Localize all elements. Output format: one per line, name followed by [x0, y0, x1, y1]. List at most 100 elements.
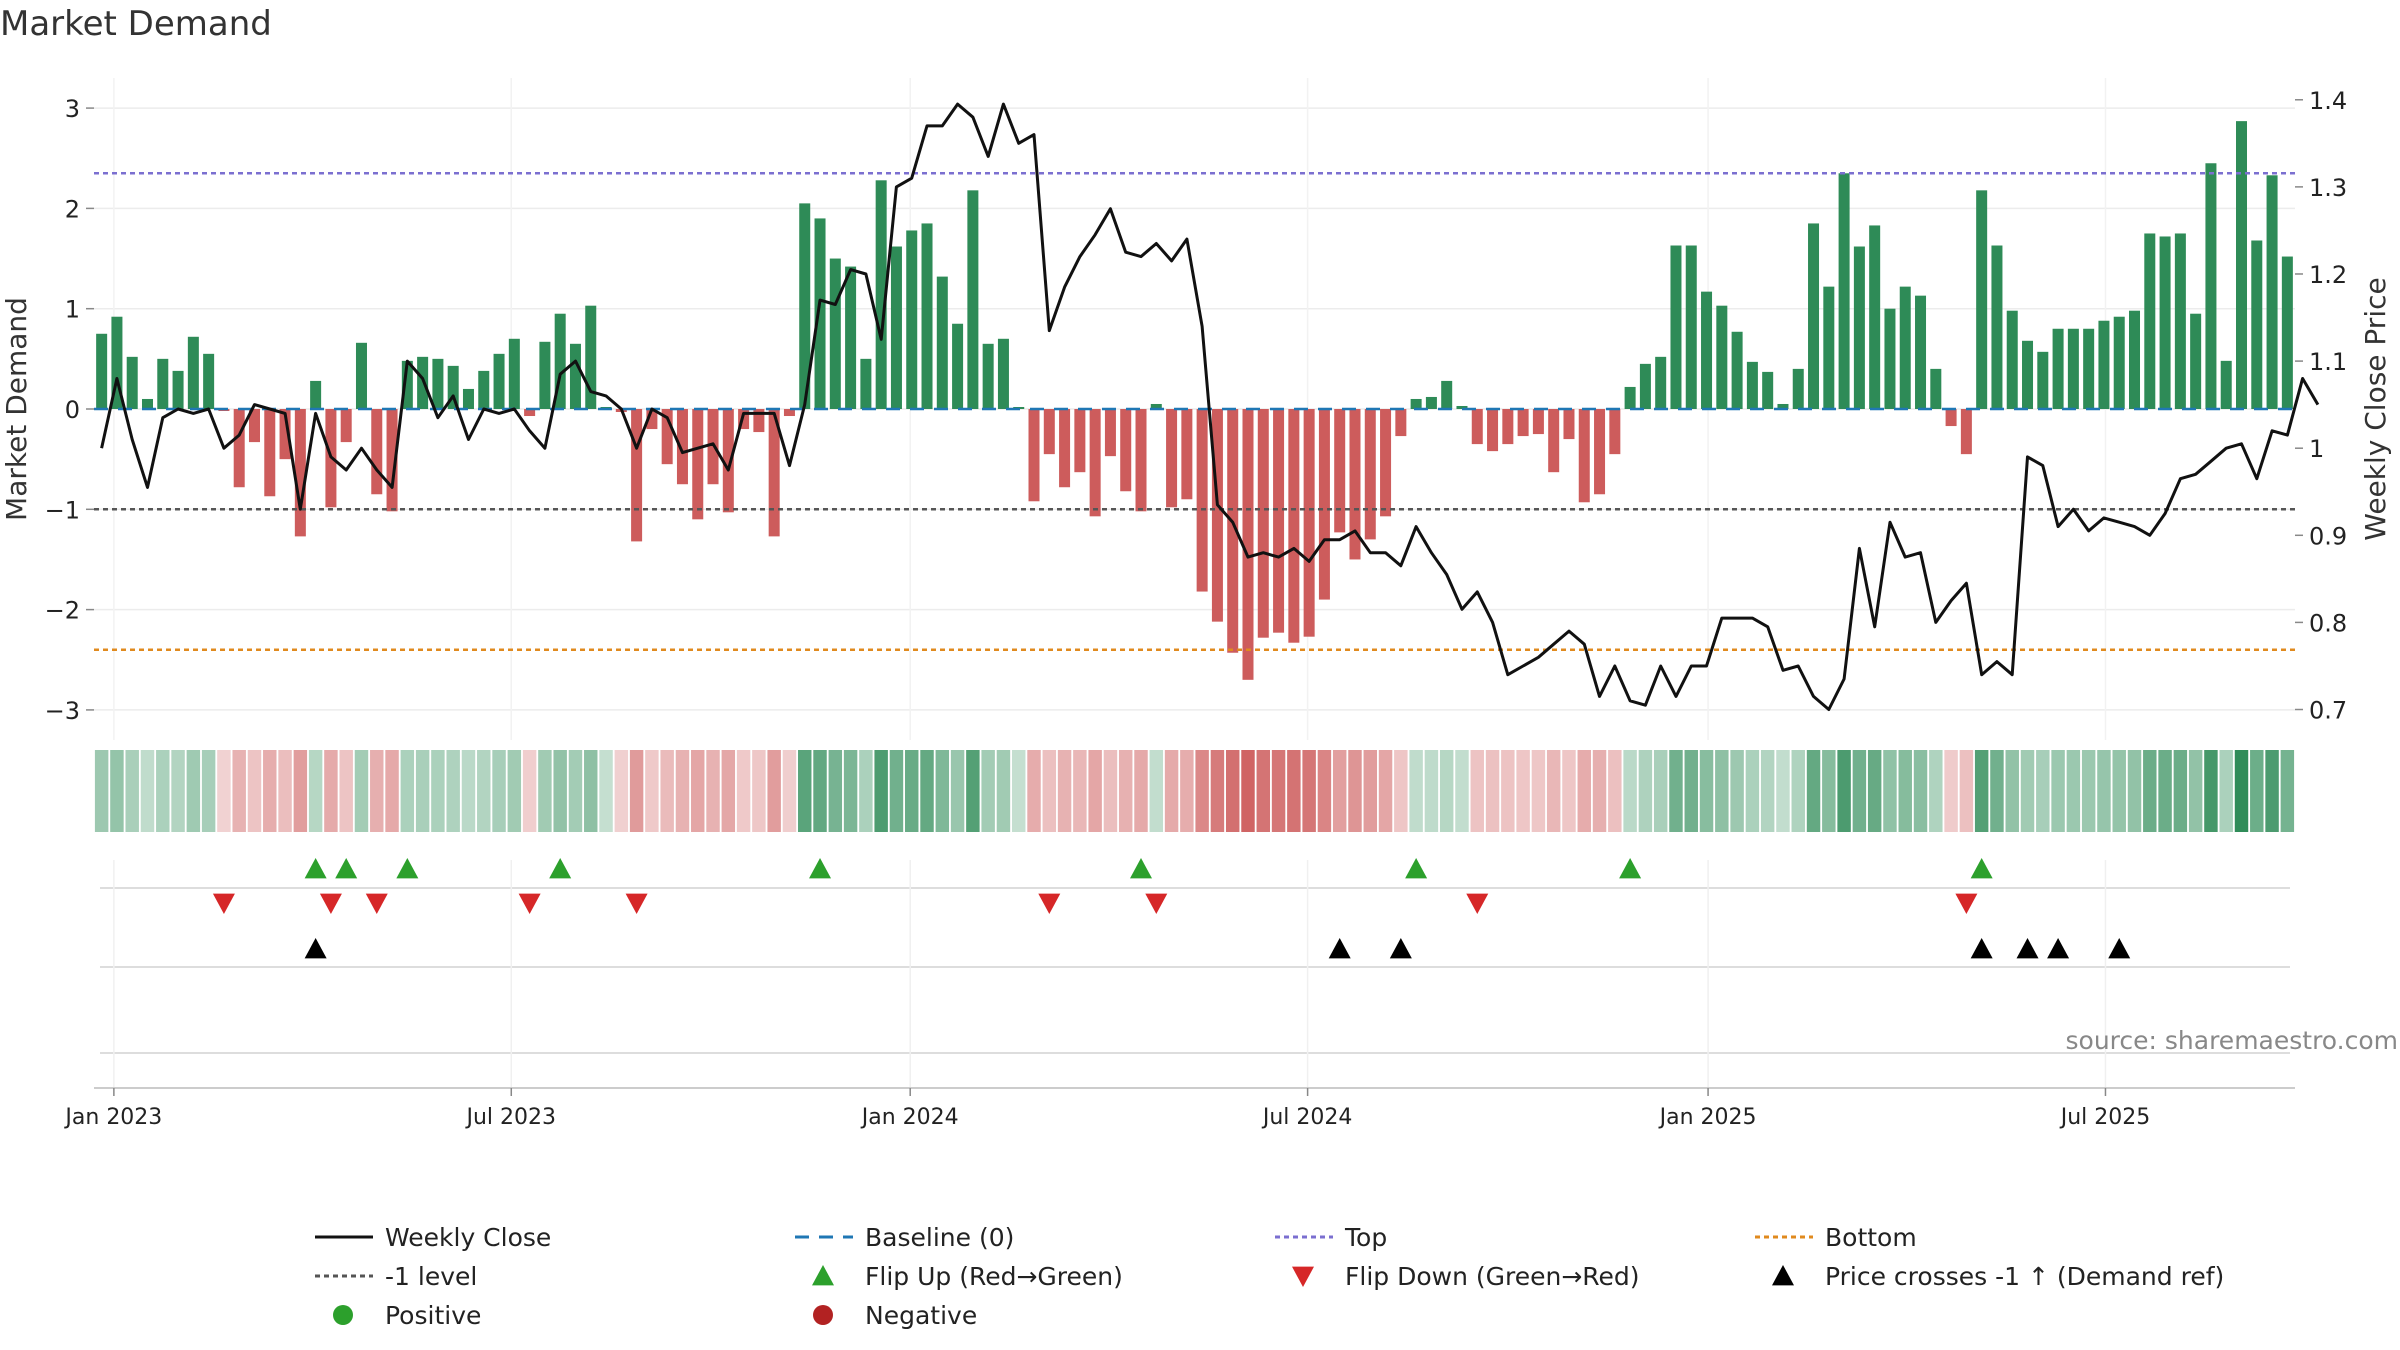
- heat-cell: [843, 750, 858, 832]
- heat-cell: [767, 750, 781, 832]
- demand-bar: [768, 409, 780, 537]
- demand-bar: [1731, 331, 1743, 409]
- demand-bar: [187, 336, 199, 409]
- legend-label: Positive: [385, 1301, 481, 1330]
- demand-bar: [264, 409, 276, 497]
- heat-cell: [354, 750, 369, 832]
- flip-down-marker: [212, 893, 235, 914]
- heat-cell: [522, 750, 537, 832]
- heat-cell: [706, 750, 720, 832]
- heat-cell: [1073, 750, 1087, 832]
- heat-cell: [538, 750, 552, 832]
- demand-bar: [554, 313, 566, 409]
- heat-cell: [981, 750, 995, 832]
- price-cross-marker: [304, 938, 327, 959]
- y-tick-label: −1: [45, 496, 80, 524]
- heat-cell: [1088, 750, 1102, 832]
- flip-up-marker: [1970, 858, 1993, 879]
- heat-cell: [461, 750, 476, 832]
- heat-cell: [1959, 750, 1974, 832]
- heat-cell: [1898, 750, 1912, 832]
- demand-bar: [952, 323, 964, 409]
- heat-cell: [1913, 750, 1928, 832]
- demand-bar: [1884, 308, 1896, 409]
- legend-swatch: [1772, 1265, 1794, 1286]
- heat-cell: [1806, 750, 1821, 832]
- price-cross-marker: [2047, 938, 2070, 959]
- heat-cell: [431, 750, 445, 832]
- demand-bar: [875, 180, 887, 409]
- legend-label: Top: [1344, 1223, 1387, 1252]
- demand-bar: [1823, 286, 1835, 409]
- x-tick-label: Jul 2024: [1261, 1105, 1353, 1130]
- heat-cell: [691, 750, 705, 832]
- heat-cell: [1546, 750, 1561, 832]
- heat-cell: [859, 750, 873, 832]
- demand-bar: [2006, 310, 2018, 409]
- heat-cell: [2265, 750, 2279, 832]
- heat-cell: [2081, 750, 2096, 832]
- heat-cell: [2158, 750, 2172, 832]
- heat-cell: [1470, 750, 1484, 832]
- heat-cell: [1608, 750, 1622, 832]
- demand-bar: [340, 409, 352, 443]
- heat-cell: [935, 750, 950, 832]
- heat-cell: [1944, 750, 1958, 832]
- heat-cell: [1394, 750, 1408, 832]
- demand-bar: [814, 218, 826, 409]
- heat-cell: [171, 750, 185, 832]
- heat-cell: [1516, 750, 1530, 832]
- demand-bar: [860, 358, 872, 409]
- demand-bar: [1028, 409, 1040, 502]
- heat-cell: [1669, 750, 1683, 832]
- heat-cell: [1776, 750, 1790, 832]
- demand-bar: [2190, 313, 2202, 409]
- demand-bar: [2037, 351, 2049, 409]
- heat-cell: [2020, 750, 2035, 832]
- heat-cell: [2051, 750, 2065, 832]
- heat-cell: [2219, 750, 2233, 832]
- y-axis-label: Market Demand: [0, 297, 33, 521]
- heat-cell: [1378, 750, 1393, 832]
- demand-bar: [172, 370, 184, 409]
- demand-bar: [1991, 245, 2003, 409]
- demand-bar: [1425, 396, 1437, 409]
- heat-cell: [1653, 750, 1668, 832]
- weekly-close-line: [100, 102, 2320, 711]
- heat-cell: [1332, 750, 1347, 832]
- demand-bar: [2067, 328, 2079, 409]
- heat-cell: [1592, 750, 1607, 832]
- flip-down-marker: [1145, 893, 1168, 914]
- heat-cell: [828, 750, 843, 832]
- demand-bar: [157, 358, 169, 409]
- heat-cell: [263, 750, 277, 832]
- heat-cell: [1439, 750, 1454, 832]
- demand-bar: [1227, 409, 1239, 653]
- x-tick-label: Jul 2025: [2059, 1105, 2151, 1130]
- demand-bar: [2113, 316, 2125, 409]
- heat-cell: [2097, 750, 2111, 832]
- heat-cell: [1715, 750, 1729, 832]
- demand-bar: [1043, 409, 1055, 455]
- heat-cell: [1363, 750, 1377, 832]
- heat-cell: [2112, 750, 2126, 832]
- heat-cell: [446, 750, 460, 832]
- demand-bar: [2129, 310, 2141, 409]
- demand-bar: [1318, 409, 1330, 600]
- demand-bar: [722, 409, 734, 513]
- heat-cell: [2280, 750, 2295, 832]
- demand-bar: [2205, 163, 2217, 409]
- heat-cell: [1883, 750, 1897, 832]
- heat-cell: [1012, 750, 1026, 832]
- heat-cell: [996, 750, 1011, 832]
- heat-cell: [2250, 750, 2264, 832]
- demand-bar: [233, 409, 245, 488]
- heat-cell: [1623, 750, 1637, 832]
- legend-label: Flip Up (Red→Green): [865, 1262, 1123, 1291]
- legend-label: Negative: [865, 1301, 977, 1330]
- demand-bar: [1701, 291, 1713, 409]
- legend-label: Weekly Close: [385, 1223, 551, 1252]
- heat-cell: [1699, 750, 1714, 832]
- y-tick-label: −2: [45, 597, 80, 625]
- demand-bar: [203, 353, 215, 409]
